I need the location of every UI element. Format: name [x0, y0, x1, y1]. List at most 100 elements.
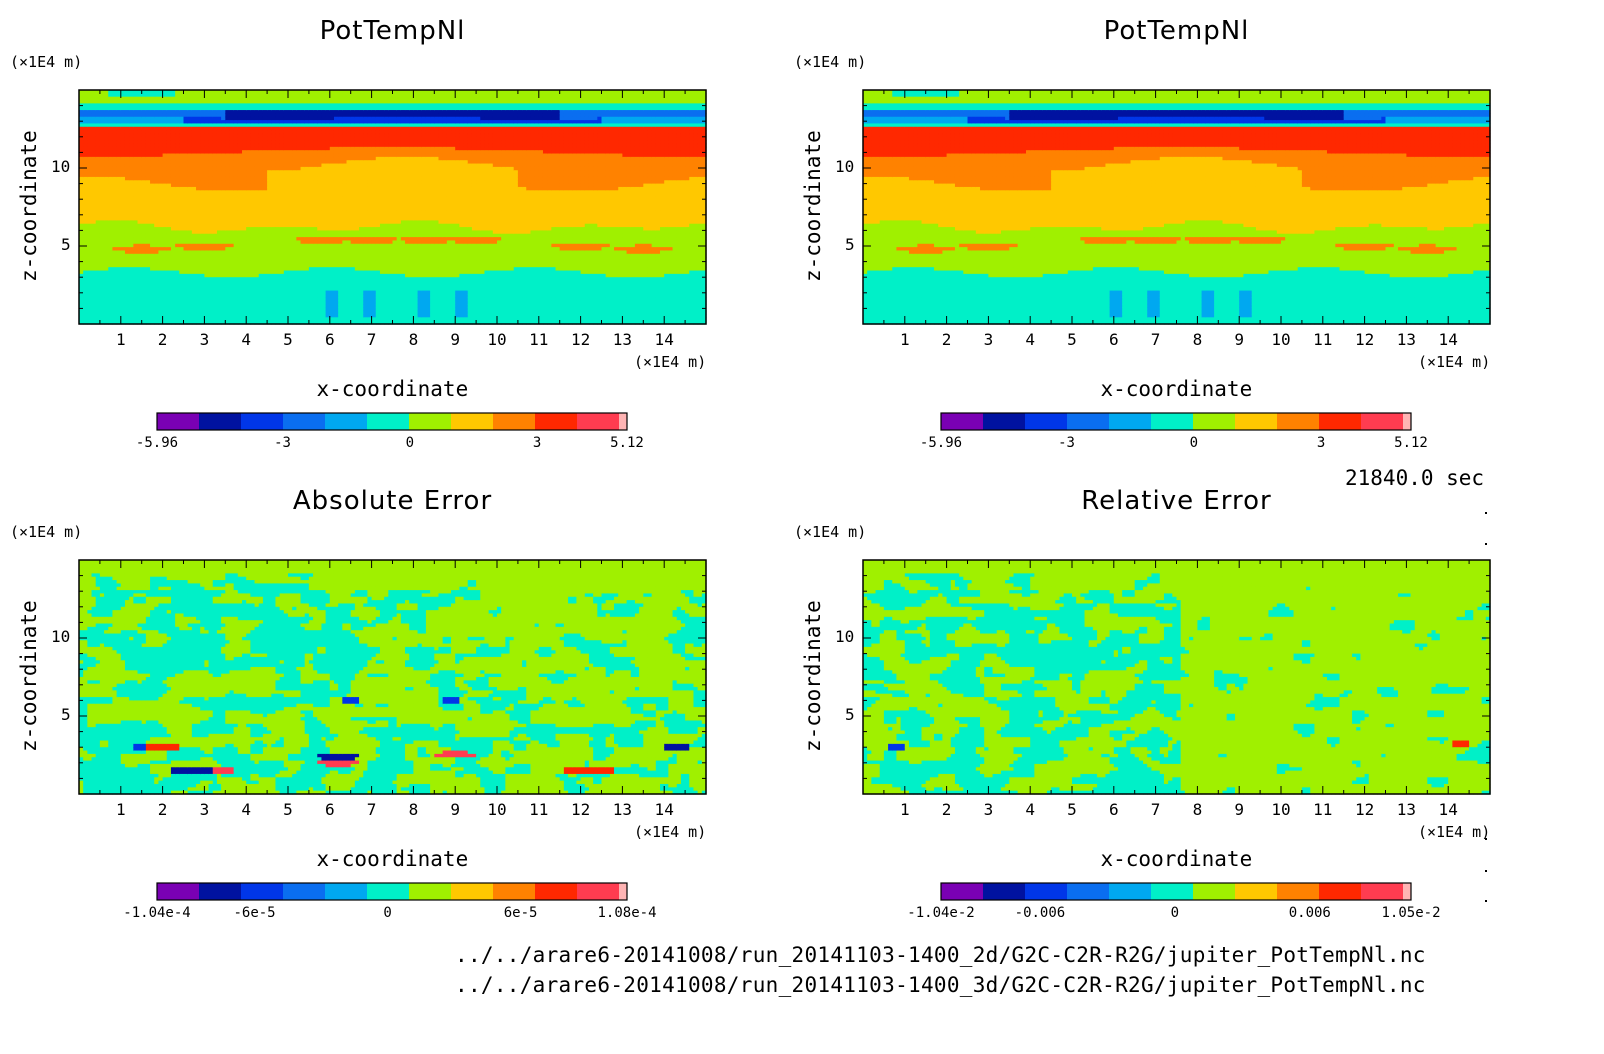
- colorbar-bin: [1025, 883, 1068, 900]
- colorbar-tick-label: -0.006: [1015, 905, 1066, 921]
- colorbar: [940, 882, 1412, 901]
- x-tick-label: 11: [1313, 330, 1332, 349]
- colorbar-tick-label: 5.12: [610, 435, 644, 451]
- x-tick-label: 14: [655, 800, 674, 819]
- x-tick-label: 11: [529, 800, 548, 819]
- y-axis-label: z-coordinate: [17, 130, 41, 282]
- x-tick-label: 12: [1355, 800, 1374, 819]
- colorbar-tick-label: 6e-5: [504, 905, 538, 921]
- heatmap-plot: [862, 559, 1491, 795]
- colorbar-bin: [983, 883, 1026, 900]
- colorbar-bin: [1193, 413, 1236, 430]
- colorbar-bin: [199, 883, 242, 900]
- y-unit-label: (×1E4 m): [10, 523, 82, 541]
- colorbar-tick-label: -3: [274, 435, 291, 451]
- x-tick-label: 3: [984, 330, 994, 349]
- x-tick-label: 12: [1355, 330, 1374, 349]
- heatmap-plot: [78, 559, 707, 795]
- colorbar-bin: [157, 413, 200, 430]
- x-axis-label: x-coordinate: [1101, 377, 1253, 401]
- heatmap-plot: [862, 89, 1491, 325]
- y-axis-label: z-coordinate: [801, 600, 825, 752]
- x-tick-label: 10: [487, 800, 506, 819]
- chart-title: Absolute Error: [293, 486, 492, 516]
- y-axis-label: z-coordinate: [801, 130, 825, 282]
- x-tick-label: 8: [1193, 800, 1203, 819]
- y-unit-label: (×1E4 m): [794, 523, 866, 541]
- x-unit-label: (×1E4 m): [634, 823, 706, 841]
- x-tick-label: 3: [200, 330, 210, 349]
- x-tick-label: 2: [158, 800, 168, 819]
- colorbar-bin: [1025, 413, 1068, 430]
- colorbar-tick-label: 0: [406, 435, 414, 451]
- x-tick-label: 14: [1439, 800, 1458, 819]
- x-tick-label: 6: [325, 800, 335, 819]
- x-tick-label: 13: [1397, 330, 1416, 349]
- colorbar-bin: [241, 883, 284, 900]
- x-unit-label: (×1E4 m): [1418, 353, 1490, 371]
- x-tick-label: 6: [325, 330, 335, 349]
- x-tick-label: 1: [900, 800, 910, 819]
- heatmap-cells: [79, 560, 707, 795]
- colorbar-bin: [1361, 883, 1404, 900]
- y-axis-label: z-coordinate: [17, 600, 41, 752]
- x-tick-label: 6: [1109, 800, 1119, 819]
- colorbar-frame: [156, 882, 628, 901]
- x-tick-label: 13: [613, 800, 632, 819]
- colorbar-bin: [1235, 883, 1278, 900]
- colorbar-tick-label: 3: [533, 435, 541, 451]
- colorbar-tick-label: -1.04e-2: [907, 905, 974, 921]
- y-tick-label: 10: [835, 627, 854, 646]
- colorbar: [156, 882, 628, 901]
- colorbar-bin: [619, 883, 628, 900]
- colorbar-bin: [535, 413, 578, 430]
- marker-dot: [1485, 870, 1487, 872]
- colorbar-frame: [156, 412, 628, 431]
- x-tick-label: 1: [900, 330, 910, 349]
- colorbar-tick-label: 1.05e-2: [1381, 905, 1440, 921]
- x-tick-label: 10: [1271, 330, 1290, 349]
- x-tick-label: 8: [409, 800, 419, 819]
- heatmap-cells: [79, 90, 707, 325]
- colorbar-bin: [283, 883, 326, 900]
- colorbar-bin: [409, 883, 452, 900]
- x-tick-label: 12: [571, 800, 590, 819]
- x-tick-label: 9: [450, 800, 460, 819]
- x-tick-label: 5: [1067, 330, 1077, 349]
- colorbar: [156, 412, 628, 431]
- colorbar-bin: [1193, 883, 1236, 900]
- colorbar-bin: [367, 413, 410, 430]
- x-tick-label: 7: [367, 330, 377, 349]
- x-tick-label: 2: [942, 800, 952, 819]
- x-tick-label: 5: [1067, 800, 1077, 819]
- x-tick-label: 14: [655, 330, 674, 349]
- x-tick-label: 14: [1439, 330, 1458, 349]
- colorbar-bin: [493, 413, 536, 430]
- x-axis-label: x-coordinate: [317, 377, 469, 401]
- heatmap-cells: [863, 560, 1491, 795]
- x-tick-label: 11: [1313, 800, 1332, 819]
- y-tick-label: 5: [61, 235, 71, 254]
- colorbar-bin: [367, 883, 410, 900]
- x-tick-label: 8: [1193, 330, 1203, 349]
- y-unit-label: (×1E4 m): [794, 53, 866, 71]
- y-tick-label: 5: [845, 705, 855, 724]
- x-tick-label: 5: [283, 800, 293, 819]
- x-tick-label: 12: [571, 330, 590, 349]
- colorbar-tick-label: 0: [383, 905, 391, 921]
- heatmap-cells: [863, 90, 1491, 325]
- colorbar-bin: [941, 883, 984, 900]
- colorbar-bin: [241, 413, 284, 430]
- colorbar-bin: [325, 883, 368, 900]
- chart-title: PotTempNl: [320, 16, 466, 46]
- colorbar-bin: [1277, 413, 1320, 430]
- x-tick-label: 4: [241, 800, 251, 819]
- y-unit-label: (×1E4 m): [10, 53, 82, 71]
- x-tick-label: 10: [487, 330, 506, 349]
- colorbar-tick-label: 0: [1190, 435, 1198, 451]
- x-tick-label: 11: [529, 330, 548, 349]
- colorbar-bin: [199, 413, 242, 430]
- heatmap-plot: [78, 89, 707, 325]
- colorbar-bin: [1067, 883, 1110, 900]
- colorbar-frame: [940, 412, 1412, 431]
